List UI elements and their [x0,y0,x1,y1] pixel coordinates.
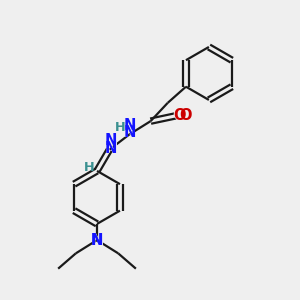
Text: O: O [173,108,186,123]
Text: N: N [105,141,117,156]
Text: N: N [91,232,103,247]
Text: N: N [90,232,104,247]
Text: O: O [179,108,192,123]
Text: N: N [123,125,136,140]
Text: H: H [115,122,125,134]
Text: O: O [173,108,186,123]
Text: N: N [123,125,136,140]
Text: N: N [91,232,103,247]
Text: N: N [104,141,118,156]
Text: H: H [83,161,94,174]
Text: N: N [123,118,136,133]
Text: N: N [105,133,117,148]
